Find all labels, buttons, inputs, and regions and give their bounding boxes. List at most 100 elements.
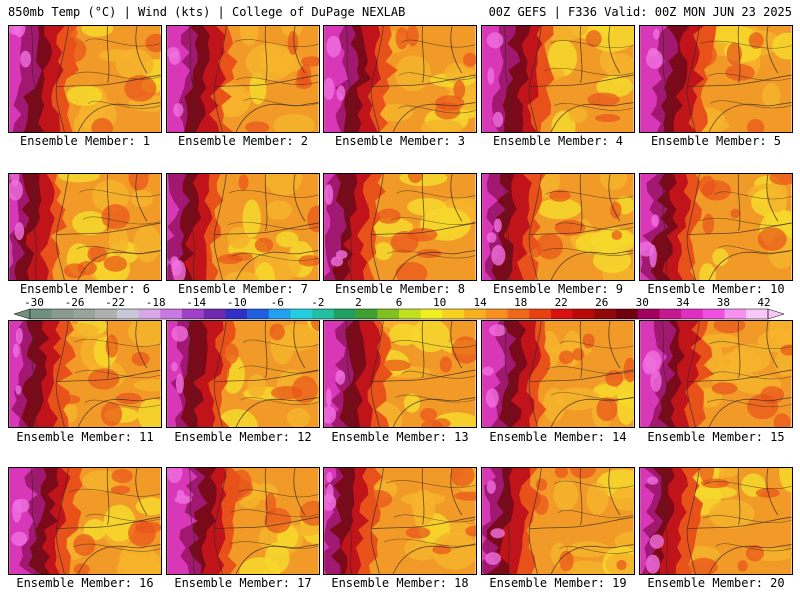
ensemble-member-label: Ensemble Member: 10 xyxy=(647,282,785,296)
colorbar-swatch xyxy=(290,309,313,319)
colorbar-swatch xyxy=(312,309,335,319)
ensemble-map-panel xyxy=(8,25,162,133)
ensemble-map-panel xyxy=(639,173,793,281)
ensemble-member-label: Ensemble Member: 17 xyxy=(174,576,312,590)
ensemble-member-label: Ensemble Member: 2 xyxy=(177,134,309,148)
colorbar-tick-label: 18 xyxy=(514,296,527,309)
ensemble-member-label: Ensemble Member: 18 xyxy=(331,576,469,590)
ensemble-map-panel xyxy=(323,25,477,133)
ensemble-map-panel xyxy=(166,25,320,133)
colorbar-swatch xyxy=(181,309,204,319)
temperature-map xyxy=(324,174,476,280)
colorbar-tick-label: 38 xyxy=(717,296,730,309)
colorbar-tick-label: 10 xyxy=(433,296,446,309)
temperature-map xyxy=(167,26,319,132)
colorbar-swatch xyxy=(377,309,400,319)
ensemble-map-panel xyxy=(481,25,635,133)
colorbar-swatch xyxy=(355,309,378,319)
temperature-colorbar: -30 -26 -22 -18 -14 -10 -6 -2 2 6 10 14 18 22 26 30 34 38… xyxy=(13,296,785,320)
colorbar-swatch xyxy=(247,309,270,319)
ensemble-map-panel xyxy=(323,320,477,428)
colorbar-swatch xyxy=(95,309,118,319)
colorbar-tick-label: 34 xyxy=(676,296,690,309)
ensemble-map-panel xyxy=(166,467,320,575)
colorbar-swatch xyxy=(724,309,747,319)
ensemble-map-panel xyxy=(8,173,162,281)
colorbar-swatch xyxy=(529,309,552,319)
colorbar-swatch xyxy=(203,309,226,319)
colorbar-swatch xyxy=(138,309,161,319)
colorbar-tick-label: 14 xyxy=(473,296,487,309)
colorbar-swatch xyxy=(746,309,769,319)
ensemble-member-label: Ensemble Member: 19 xyxy=(489,576,627,590)
colorbar-swatch xyxy=(442,309,465,319)
colorbar-tick-label: -14 xyxy=(186,296,206,309)
ensemble-map-panel xyxy=(481,320,635,428)
ensemble-member-label: Ensemble Member: 14 xyxy=(489,430,627,444)
temperature-map xyxy=(167,321,319,427)
colorbar-swatch xyxy=(572,309,595,319)
ensemble-map-panel xyxy=(323,467,477,575)
colorbar-swatch xyxy=(333,309,356,319)
colorbar-swatch xyxy=(637,309,660,319)
temperature-map xyxy=(640,174,792,280)
ensemble-member-label: Ensemble Member: 4 xyxy=(492,134,624,148)
colorbar-swatch xyxy=(51,309,74,319)
ensemble-map-panel xyxy=(166,320,320,428)
ensemble-member-label: Ensemble Member: 3 xyxy=(334,134,466,148)
ensemble-member-label: Ensemble Member: 12 xyxy=(174,430,312,444)
ensemble-member-label: Ensemble Member: 6 xyxy=(19,282,151,296)
colorbar-tick-label: 2 xyxy=(355,296,362,309)
colorbar-swatch xyxy=(73,309,96,319)
temperature-map xyxy=(640,468,792,574)
colorbar-tick-label: -18 xyxy=(146,296,166,309)
colorbar-tick-label: -2 xyxy=(311,296,324,309)
temperature-map xyxy=(640,321,792,427)
colorbar-swatch xyxy=(681,309,704,319)
temperature-map xyxy=(482,468,634,574)
colorbar-tick-label: 42 xyxy=(757,296,770,309)
colorbar-swatch xyxy=(550,309,573,319)
ensemble-map-panel xyxy=(8,467,162,575)
temperature-map xyxy=(9,174,161,280)
temperature-map xyxy=(640,26,792,132)
temperature-map xyxy=(324,321,476,427)
ensemble-member-label: Ensemble Member: 15 xyxy=(647,430,785,444)
ensemble-map-panel xyxy=(481,173,635,281)
colorbar-swatch xyxy=(160,309,183,319)
temperature-map xyxy=(9,468,161,574)
ensemble-member-label: Ensemble Member: 20 xyxy=(647,576,785,590)
temperature-map xyxy=(167,468,319,574)
colorbar-swatch xyxy=(702,309,725,319)
colorbar-swatch xyxy=(659,309,682,319)
colorbar-swatch xyxy=(464,309,487,319)
temperature-map xyxy=(324,26,476,132)
ensemble-member-label: Ensemble Member: 1 xyxy=(19,134,151,148)
ensemble-map-panel xyxy=(481,467,635,575)
ensemble-member-label: Ensemble Member: 13 xyxy=(331,430,469,444)
ensemble-member-label: Ensemble Member: 16 xyxy=(16,576,154,590)
ensemble-map-panel xyxy=(166,173,320,281)
colorbar-tick-label: 6 xyxy=(396,296,403,309)
ensemble-member-label: Ensemble Member: 11 xyxy=(16,430,154,444)
colorbar-tick-label: 30 xyxy=(636,296,649,309)
colorbar-swatch xyxy=(399,309,422,319)
ensemble-map-panel xyxy=(8,320,162,428)
colorbar-tick-label: -10 xyxy=(227,296,247,309)
ensemble-member-label: Ensemble Member: 8 xyxy=(334,282,466,296)
ensemble-map-panel xyxy=(639,467,793,575)
colorbar-tick-label: -22 xyxy=(105,296,125,309)
temperature-map xyxy=(324,468,476,574)
ensemble-map-panel xyxy=(639,25,793,133)
temperature-map xyxy=(167,174,319,280)
colorbar-tick-label: -26 xyxy=(65,296,85,309)
ensemble-map-panel xyxy=(323,173,477,281)
ensemble-member-label: Ensemble Member: 9 xyxy=(492,282,624,296)
temperature-map xyxy=(482,174,634,280)
temperature-map xyxy=(9,321,161,427)
colorbar-tick-label: -30 xyxy=(24,296,44,309)
colorbar-swatch xyxy=(594,309,617,319)
colorbar-swatch xyxy=(507,309,530,319)
map-title: 850mb Temp (°C) | Wind (kts) | College o… xyxy=(8,5,406,19)
temperature-map xyxy=(482,26,634,132)
